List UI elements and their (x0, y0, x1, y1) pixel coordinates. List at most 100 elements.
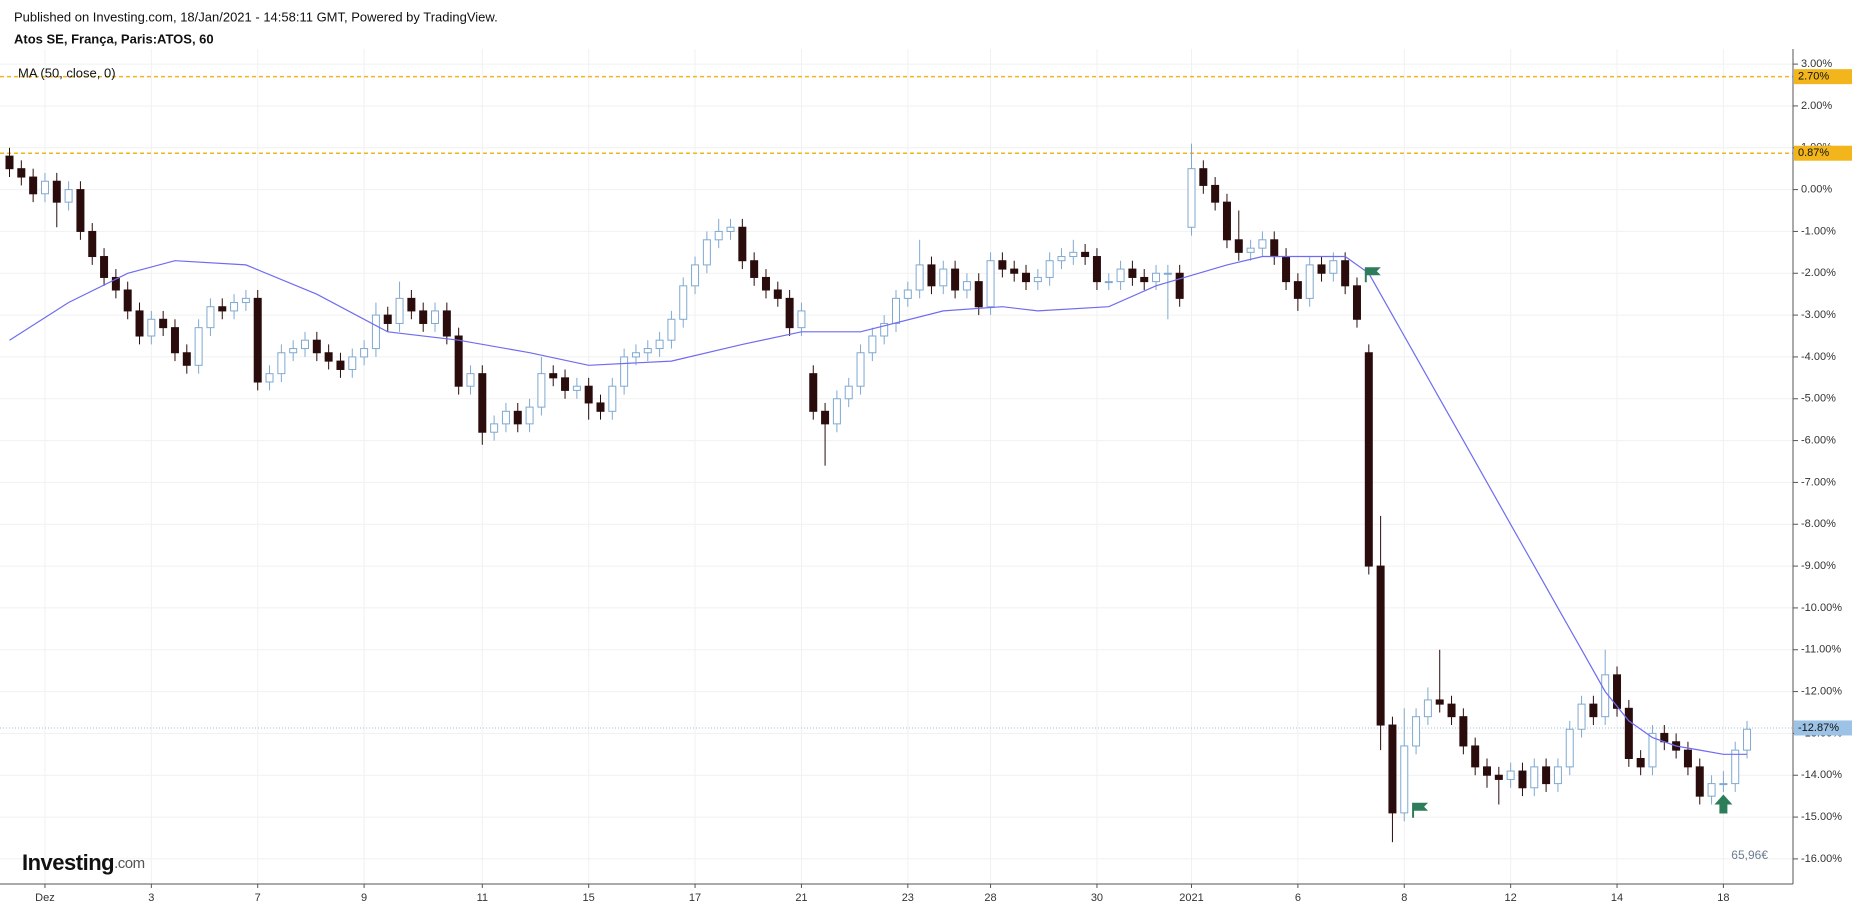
x-tick-label: 12 (1505, 892, 1517, 904)
candle-body (525, 406, 534, 425)
candle-body (1104, 281, 1113, 284)
candle-body (951, 268, 960, 291)
y-tick-label: -12.00% (1801, 685, 1842, 697)
candle-body (1719, 783, 1728, 786)
candle-body (1258, 239, 1267, 249)
flag-marker (1364, 267, 1381, 283)
x-tick-label: 18 (1717, 892, 1729, 904)
candle-body (856, 352, 865, 387)
candle-body (159, 318, 168, 329)
candle-body (312, 339, 321, 354)
candle-body (5, 155, 14, 170)
candle-body (1187, 168, 1196, 228)
candle-body (100, 256, 109, 278)
candle-body (466, 373, 475, 387)
candle-body (986, 260, 995, 308)
candle-body (667, 318, 676, 341)
candle-body (1317, 264, 1326, 274)
candle-body (371, 314, 380, 350)
candle-body (927, 264, 936, 287)
candle-body (241, 297, 250, 304)
x-tick-label: 6 (1295, 892, 1301, 904)
candle-body (1601, 674, 1610, 718)
candle-body (170, 327, 179, 354)
candle-body (1435, 699, 1444, 705)
candle-body (277, 352, 286, 375)
grid (0, 49, 1793, 884)
candle-body (348, 356, 357, 370)
candle-body (1069, 251, 1078, 258)
candle-body (1494, 774, 1503, 780)
candle-body (1010, 268, 1019, 274)
candle-body (1624, 707, 1633, 760)
level-label-box (1794, 69, 1852, 85)
candle-body (419, 310, 428, 324)
candle-body (383, 314, 392, 324)
candle-body (513, 410, 522, 425)
candle-body (1530, 766, 1539, 789)
x-tick-label: 17 (689, 892, 701, 904)
candle-body (501, 410, 510, 425)
candle-body (1589, 703, 1598, 718)
candle-body (1683, 749, 1692, 768)
candle-body (584, 385, 593, 404)
candle-body (1613, 674, 1622, 709)
candle-body (1163, 272, 1172, 275)
x-tick-label: 28 (984, 892, 996, 904)
candle-body (1388, 724, 1397, 814)
candle-body (691, 264, 700, 287)
candle-body (1553, 766, 1562, 785)
candle-body (773, 289, 782, 299)
candle-body (1270, 239, 1279, 258)
candle-body (1364, 352, 1373, 567)
candle-body (1471, 745, 1480, 768)
candle-body (1707, 783, 1716, 797)
candle-body (809, 373, 818, 412)
level-label-box (1794, 145, 1852, 161)
candle-body (561, 377, 570, 391)
x-tick-label: 11 (477, 892, 488, 904)
candle-body (832, 398, 841, 425)
candle-body (572, 385, 581, 391)
candle-body (64, 189, 73, 203)
y-tick-label: -11.00% (1801, 644, 1841, 656)
candle-body (324, 352, 333, 362)
arrow-marker (1714, 794, 1733, 814)
candle-body (868, 335, 877, 354)
candle-body (1211, 184, 1220, 203)
candle-body (230, 302, 239, 312)
candle-body (289, 348, 298, 354)
candle-body (998, 260, 1007, 270)
y-tick-label: -9.00% (1801, 560, 1836, 572)
x-tick-label: 23 (902, 892, 914, 904)
candle-body (147, 318, 156, 337)
candle-body (714, 230, 723, 241)
published-note: Published on Investing.com, 18/Jan/2021 … (14, 9, 498, 24)
logo-main: Investing (22, 850, 114, 875)
candle-body (52, 180, 61, 203)
candle-body (903, 289, 912, 299)
candle-body (1565, 728, 1574, 768)
candle-body (939, 268, 948, 287)
x-tick-label: 9 (361, 892, 367, 904)
candle-body (1222, 201, 1231, 241)
candle-body (1341, 260, 1350, 287)
candle-body (1376, 565, 1385, 726)
candle-body (797, 310, 806, 329)
candle-body (454, 335, 463, 387)
candle-body (892, 297, 900, 324)
symbol-title: Atos SE, França, Paris:ATOS, 60 (14, 31, 214, 46)
candle-body (1022, 272, 1031, 283)
candle-body (761, 276, 770, 291)
y-tick-label: -10.00% (1801, 602, 1842, 614)
candle-body (1081, 251, 1090, 258)
candle-body (844, 385, 853, 400)
candle-body (40, 180, 49, 195)
x-tick-label: 30 (1091, 892, 1103, 904)
candle-body (265, 373, 274, 383)
candle-body (1352, 285, 1361, 320)
logo-suffix: .com (114, 855, 145, 872)
candle-body (88, 230, 97, 258)
